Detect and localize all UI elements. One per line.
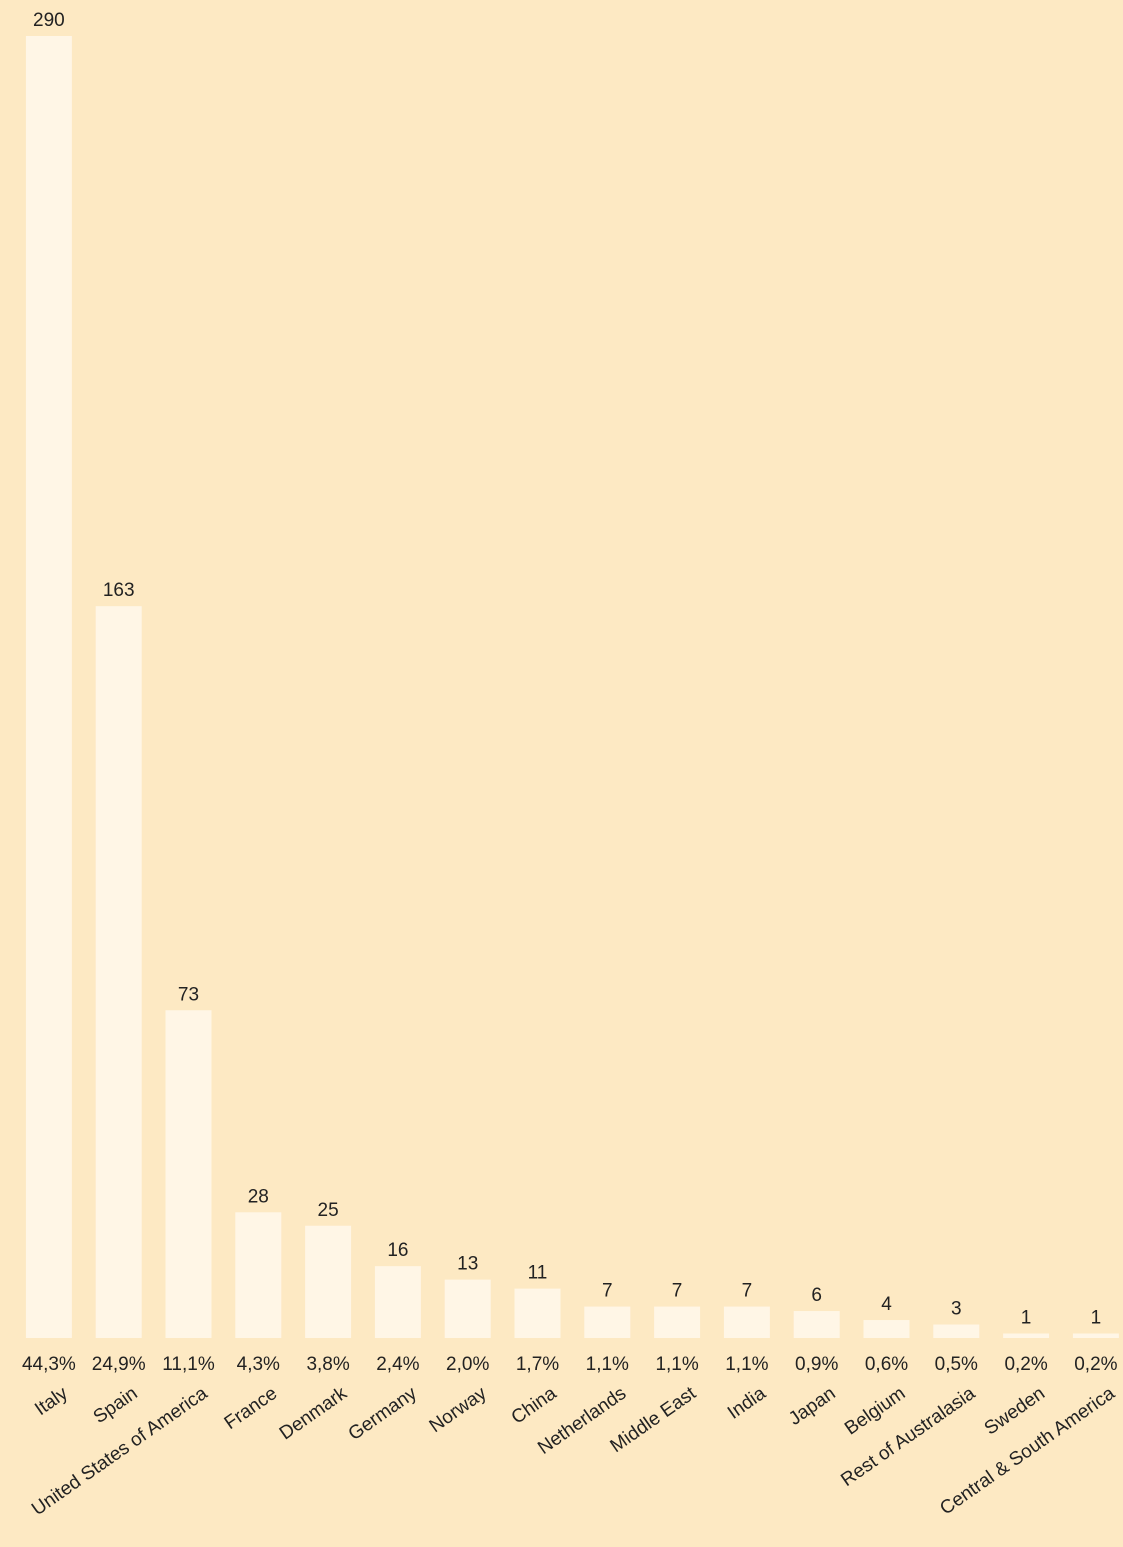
x-tick-label: Japan (785, 1383, 839, 1430)
x-tick-label: China (508, 1383, 561, 1429)
bar (305, 1225, 352, 1338)
x-tick-label: Denmark (276, 1383, 352, 1445)
bar (514, 1288, 561, 1338)
value-label: 1 (1021, 1308, 1032, 1329)
share-label: 1,1% (655, 1354, 698, 1375)
share-label: 1,1% (725, 1354, 768, 1375)
share-label: 2,4% (376, 1354, 419, 1375)
share-label: 11,1% (162, 1354, 215, 1375)
bar (863, 1320, 910, 1338)
bar (95, 606, 142, 1338)
x-tick-label: Italy (31, 1383, 72, 1420)
value-label: 1 (1091, 1308, 1102, 1329)
x-tick-label: Spain (90, 1383, 142, 1428)
bar (933, 1324, 980, 1338)
bar (723, 1306, 770, 1338)
bar (235, 1212, 282, 1338)
bar (793, 1311, 840, 1338)
share-label: 3,8% (306, 1354, 349, 1375)
bar (374, 1266, 421, 1338)
value-label: 28 (248, 1186, 269, 1207)
share-label: 4,3% (237, 1354, 280, 1375)
share-label: 0,6% (865, 1354, 908, 1375)
bar (25, 36, 72, 1338)
bar (1072, 1333, 1119, 1338)
share-label: 24,9% (92, 1354, 146, 1375)
bar (165, 1010, 212, 1338)
value-label: 7 (742, 1281, 753, 1302)
value-label: 73 (178, 984, 199, 1005)
value-label: 13 (457, 1254, 478, 1275)
bar (584, 1306, 631, 1338)
value-label: 7 (602, 1281, 613, 1302)
x-tick-label: Norway (426, 1383, 491, 1437)
value-label: 16 (387, 1240, 408, 1261)
share-label: 0,2% (1004, 1354, 1047, 1375)
value-label: 11 (528, 1263, 548, 1284)
share-label: 0,5% (935, 1354, 978, 1375)
bar (444, 1279, 491, 1338)
x-tick-label: India (724, 1383, 770, 1424)
x-tick-label: France (221, 1383, 281, 1434)
value-label: 25 (318, 1200, 339, 1221)
value-label: 7 (672, 1281, 683, 1302)
x-tick-label: Germany (345, 1383, 421, 1445)
share-label: 1,7% (516, 1354, 559, 1375)
share-label: 1,1% (586, 1354, 629, 1375)
share-label: 2,0% (446, 1354, 489, 1375)
value-label: 163 (103, 580, 135, 601)
bar (1003, 1333, 1050, 1338)
share-label: 44,3% (22, 1354, 76, 1375)
value-label: 4 (881, 1294, 892, 1315)
value-label: 6 (811, 1285, 822, 1306)
value-label: 290 (33, 10, 65, 31)
share-label: 0,2% (1074, 1354, 1117, 1375)
share-label: 0,9% (795, 1354, 838, 1375)
bar (654, 1306, 701, 1338)
value-label: 3 (951, 1299, 962, 1320)
